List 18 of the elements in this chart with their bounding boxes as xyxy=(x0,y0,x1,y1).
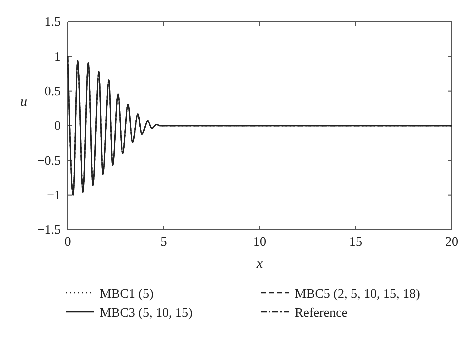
x-tick-label: 20 xyxy=(446,234,458,250)
y-tick-label: 0.5 xyxy=(44,83,61,98)
x-tick-label: 5 xyxy=(160,234,168,250)
y-tick-label: 1 xyxy=(54,48,61,64)
y-tick-label: 0 xyxy=(54,118,61,134)
y-tick-label: −1.5 xyxy=(37,222,61,238)
y-tick-label: −0.5 xyxy=(37,152,61,168)
x-axis-title: x xyxy=(256,257,264,272)
x-tick-label: 15 xyxy=(350,234,362,250)
x-tick-label: 0 xyxy=(64,234,72,250)
y-tick-label: −1 xyxy=(47,187,61,202)
x-tick-label: 10 xyxy=(254,234,266,250)
legend-label: MBC1 (5) xyxy=(100,286,154,301)
legend-label: MBC3 (5, 10, 15) xyxy=(100,305,193,320)
y-axis-title: u xyxy=(20,95,28,110)
y-tick-label: 1.5 xyxy=(44,14,61,30)
legend-label: Reference xyxy=(295,305,348,320)
legend-label: MBC5 (2, 5, 10, 15, 18) xyxy=(295,286,420,301)
